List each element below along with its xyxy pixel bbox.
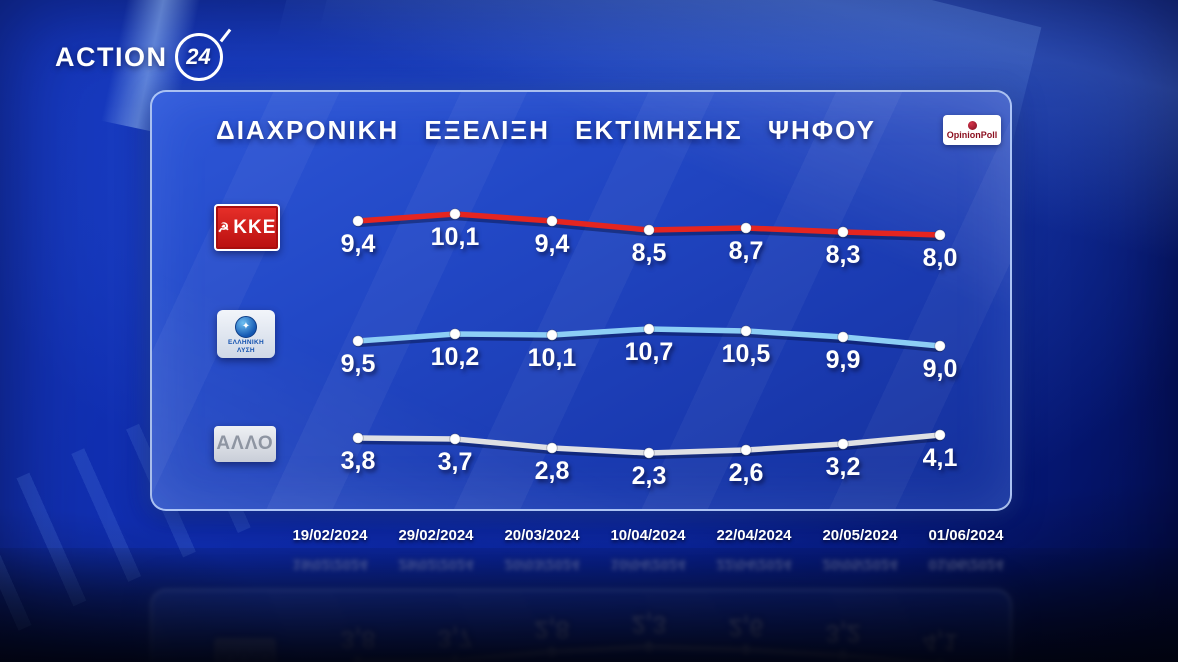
greek-solution-label: ΕΛΛΗΝΙΚΗ ΛΥΣΗ [228, 339, 264, 355]
value-label: 2,3 [631, 462, 667, 490]
opinionpoll-badge: OpinionPoll [943, 115, 1001, 145]
legend-other-logo: ΑΛΛΟ [214, 426, 276, 462]
date-label: 20/03/2024 [504, 527, 580, 544]
kke-label: KKE [233, 216, 277, 238]
value-label: 3,7 [437, 448, 473, 476]
value-label: 2,8 [534, 457, 570, 485]
legend-greek-solution-logo: ✦ ΕΛΛΗΝΙΚΗ ΛΥΣΗ [217, 310, 275, 358]
other-label: ΑΛΛΟ [216, 433, 274, 454]
value-label: 10,1 [527, 344, 577, 372]
chart-title: ΔΙΑΧΡΟΝΙΚΗ ΕΞΕΛΙΞΗ ΕΚΤΙΜΗΣΗΣ ΨΗΦΟΥ [216, 115, 876, 145]
channel-number-badge: 24 [174, 28, 231, 81]
value-label: 4,1 [922, 444, 958, 472]
opinionpoll-dot-icon [967, 120, 977, 130]
channel-name: ACTION [55, 41, 168, 72]
value-label: 9,0 [922, 355, 958, 383]
value-label: 10,7 [624, 338, 674, 366]
value-label: 10,1 [430, 223, 480, 251]
value-label: 3,2 [825, 453, 861, 481]
value-label: 8,5 [631, 239, 667, 267]
date-label: 22/04/2024 [716, 527, 792, 544]
action24-logo: ACTION 24 [55, 28, 231, 81]
value-label: 9,5 [340, 350, 376, 378]
value-label: 10,2 [430, 343, 480, 371]
channel-number: 24 [186, 44, 211, 69]
date-label: 29/02/2024 [398, 527, 474, 544]
hammer-sickle-icon: ☭ [217, 219, 231, 235]
value-label: 8,0 [922, 244, 958, 272]
value-label: 8,3 [825, 241, 861, 269]
value-label: 9,4 [534, 230, 570, 258]
legend-kke-logo: ☭ KKE [214, 204, 280, 251]
opinionpoll-name: OpinionPoll [946, 129, 998, 140]
value-label: 8,7 [728, 237, 764, 265]
greek-solution-label-line1: ΕΛΛΗΝΙΚΗ [228, 338, 264, 346]
value-label: 10,5 [721, 340, 771, 368]
value-label: 2,6 [728, 459, 764, 487]
greek-solution-label-line2: ΛΥΣΗ [237, 346, 255, 354]
chart-panel: ΔΙΑΧΡΟΝΙΚΗ ΕΞΕΛΙΞΗ ΕΚΤΙΜΗΣΗΣ ΨΗΦΟΥ Opini… [150, 90, 1012, 511]
date-label: 10/04/2024 [610, 527, 686, 544]
value-label: 3,8 [340, 447, 376, 475]
compass-emblem-icon: ✦ [235, 315, 257, 338]
value-label: 9,4 [340, 230, 376, 258]
value-label: 9,9 [825, 346, 861, 374]
date-label: 19/02/2024 [292, 527, 368, 544]
date-label: 20/05/2024 [822, 527, 898, 544]
date-label: 01/06/2024 [928, 527, 1004, 544]
